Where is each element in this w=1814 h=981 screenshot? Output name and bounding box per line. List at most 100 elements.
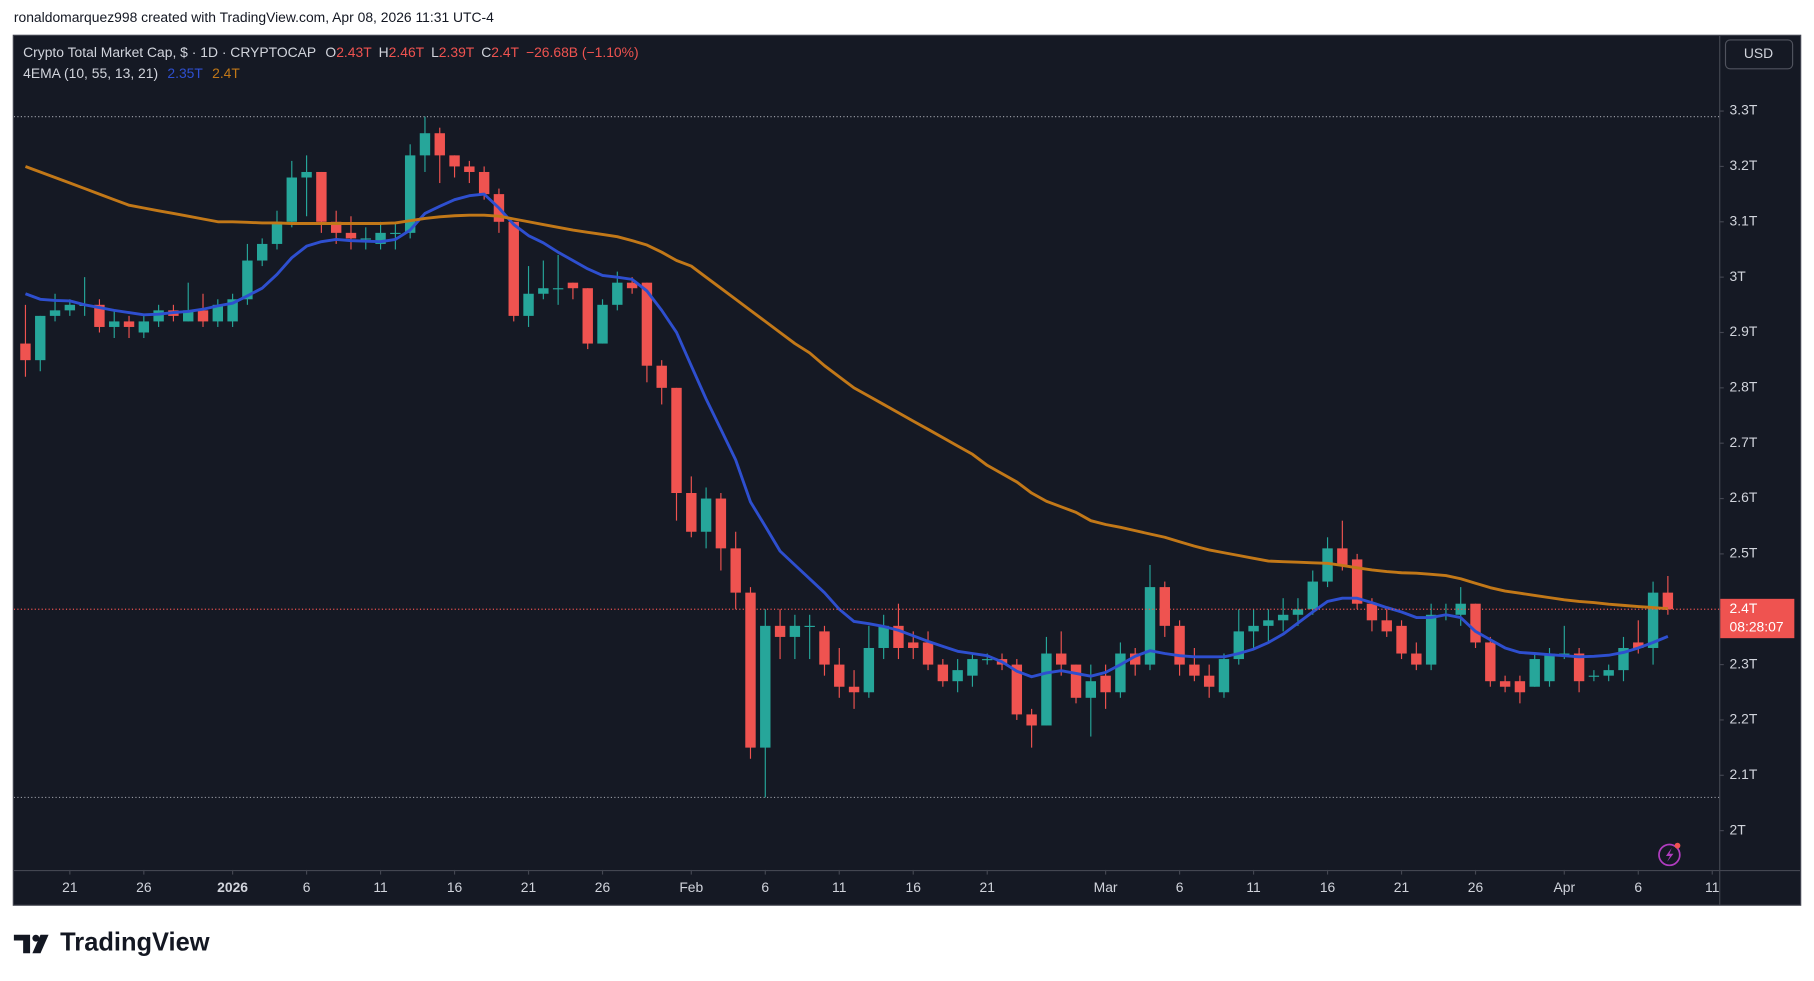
currency[interactable]: USD <box>1744 45 1773 61</box>
alert-dot[interactable] <box>1674 842 1681 849</box>
x-tick-label: 2026 <box>217 879 248 895</box>
candle-body <box>1174 625 1185 665</box>
y-tick-label: 2.3T <box>1730 655 1758 671</box>
candle-body <box>523 293 534 316</box>
candle-body <box>597 304 608 344</box>
candle-body <box>1351 559 1363 604</box>
x-tick-label: 11 <box>1705 879 1720 895</box>
x-tick-label: 21 <box>1394 879 1410 895</box>
indicator-line: 4EMA (10, 55, 13, 21) 2.35T 2.4T <box>23 65 240 81</box>
candle-body <box>686 493 697 532</box>
last-price-box <box>1720 598 1795 639</box>
candle-body <box>774 625 786 637</box>
candle-body <box>582 288 593 344</box>
candle-body <box>434 133 445 156</box>
x-tick-label: 26 <box>1468 879 1484 895</box>
ema-line <box>24 165 1668 611</box>
x-tick-label: 6 <box>761 879 769 895</box>
candle-body <box>552 288 564 290</box>
x-tick-label: 21 <box>980 879 996 895</box>
indicator-values: 2.35T 2.4T <box>167 65 240 81</box>
logo-dot <box>32 934 40 942</box>
x-tick-label: 11 <box>832 879 847 895</box>
candle-body <box>937 664 949 682</box>
candle-body <box>316 171 327 222</box>
candle-body <box>345 232 357 239</box>
candle-body <box>138 321 150 333</box>
candle-body <box>715 498 727 549</box>
candle-body <box>641 282 653 366</box>
currency-button[interactable] <box>1724 39 1794 70</box>
candle-body <box>1159 587 1170 626</box>
candle-body <box>153 310 164 322</box>
ohlc-value: 2.39T <box>439 44 475 60</box>
candle-body <box>1529 659 1540 687</box>
plot <box>13 116 1720 799</box>
candle-body <box>804 625 815 628</box>
ohlc: O2.43T H2.46T L2.39T C2.4T <box>325 44 519 60</box>
candle-body <box>834 664 845 687</box>
candle-body <box>1292 609 1304 615</box>
candle-body <box>1026 714 1037 726</box>
chart-frame <box>12 34 1802 906</box>
logo-t <box>13 934 31 954</box>
candle-body <box>123 321 135 327</box>
x-tick-label: 26 <box>136 879 152 895</box>
candle-body <box>1603 670 1614 676</box>
y-tick-label: 3.3T <box>1730 102 1758 118</box>
x-tick-label: Mar <box>1094 879 1118 895</box>
candle-body <box>1618 647 1629 671</box>
candle-body <box>301 171 312 178</box>
brand-logo <box>13 934 49 954</box>
candle-body <box>952 670 963 682</box>
candle-body <box>1366 603 1378 621</box>
alert-circle[interactable] <box>1658 843 1681 867</box>
candle-body <box>375 232 386 244</box>
candle-body <box>1662 592 1674 610</box>
y-tick-label: 2.1T <box>1730 766 1758 782</box>
candle-body <box>878 625 889 648</box>
x-tick-label: 6 <box>303 879 311 895</box>
candle-body <box>1425 614 1437 665</box>
candle-body <box>256 243 268 261</box>
candle-body <box>1218 659 1230 693</box>
candle-body <box>360 238 371 240</box>
candle-body <box>967 659 978 676</box>
candle-body <box>1115 653 1126 693</box>
candle-body <box>612 282 623 305</box>
ohlc-key: O <box>325 44 336 60</box>
legend-line: Crypto Total Market Cap, $ · 1D · CRYPTO… <box>23 44 638 60</box>
candle-body <box>464 166 475 172</box>
ohlc-value: 2.46T <box>389 44 425 60</box>
candle-body <box>419 133 431 156</box>
candle-body <box>819 631 830 665</box>
candle-body <box>1381 620 1392 632</box>
indicator-value: 2.35T <box>167 65 203 81</box>
alert-bolt[interactable] <box>1665 847 1674 862</box>
ohlc-value: 2.4T <box>491 44 519 60</box>
candle-body <box>1588 675 1600 677</box>
ohlc-key: C <box>481 44 491 60</box>
x-tick-label: 21 <box>521 879 537 895</box>
y-tick-label: 2.7T <box>1730 434 1758 450</box>
candle-body <box>700 498 712 532</box>
candle-body <box>1485 642 1496 682</box>
candle-body <box>656 365 667 388</box>
candle-body <box>538 288 549 294</box>
alert-icon[interactable] <box>1658 842 1681 867</box>
candle-body <box>1455 603 1466 615</box>
indicator-label: 4EMA (10, 55, 13, 21) <box>23 65 158 81</box>
candle-body <box>1337 548 1348 565</box>
x-tick-label: 16 <box>447 879 463 895</box>
candle-body <box>745 592 756 748</box>
countdown: 08:28:07 <box>1730 618 1784 634</box>
x-tick-label: Feb <box>679 879 703 895</box>
candle-body <box>330 221 342 233</box>
candle-body <box>197 310 209 322</box>
x-tick-label: Apr <box>1554 879 1576 895</box>
candle-body <box>863 647 875 693</box>
candle-body <box>227 299 238 322</box>
candle-body <box>908 642 919 648</box>
candle-body <box>449 155 460 167</box>
